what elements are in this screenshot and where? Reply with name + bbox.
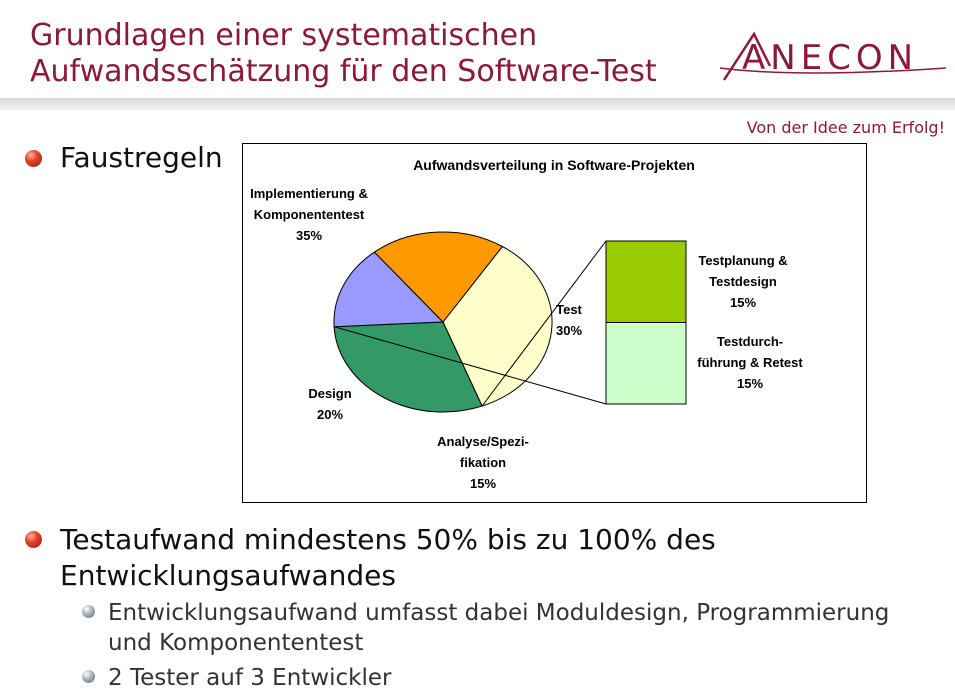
sub-bullet-1-line1: Entwicklungsaufwand umfasst dabei Moduld… (108, 600, 890, 626)
sub-bullet-1-line2: und Komponententest (108, 630, 364, 656)
bullet-testaufwand-line1: Testaufwand mindestens 50% bis zu 100% d… (60, 523, 716, 556)
slice-label-3: Analyse/Spezi-fikation 15% (437, 434, 529, 491)
breakdown-label-1: Testplanung & Testdesign 15% (698, 253, 787, 310)
connector-line-top (481, 240, 607, 407)
slice-label-1: Implementierung & Komponententest 35% (250, 186, 368, 243)
title-line-1: Grundlagen einer systematischen (30, 18, 538, 53)
breakdown-segment-1 (605, 240, 687, 323)
slice-label-2: Test 30% (556, 302, 583, 338)
bullet-testaufwand-line2: Entwicklungsaufwandes (60, 559, 396, 592)
chart-frame: Aufwandsverteilung in Software-Projekten… (242, 143, 867, 503)
pie-slice-3 (333, 251, 445, 328)
sub-bullet-icon (82, 670, 95, 683)
slice-label-4: Design 20% (308, 386, 351, 422)
header-divider (0, 98, 955, 110)
anecon-logo (719, 31, 947, 81)
sub-bullet-tester: 2 Tester auf 3 Entwickler (108, 665, 392, 691)
sub-bullet-entwicklungsaufwand: Entwicklungsaufwand umfasst dabei Moduld… (108, 598, 889, 658)
pie-slice-2 (333, 321, 483, 413)
pie-chart: Aufwandsverteilung in Software-Projekten… (250, 157, 803, 491)
breakdown-label-2: Testdurch-führung & Retest 15% (697, 334, 803, 391)
logo-text: ANECON (742, 38, 919, 78)
pie-slice-1 (442, 245, 553, 407)
chart-title: Aufwandsverteilung in Software-Projekten (413, 157, 695, 173)
bullet-dot-icon (25, 531, 42, 548)
slogan: Von der Idee zum Erfolg! (746, 118, 945, 137)
connector-line-bottom (333, 326, 607, 405)
bullet-dot-icon (25, 150, 42, 167)
breakdown-segment-2 (605, 322, 687, 405)
pie-slice-4 (373, 231, 504, 323)
title-line-2: Aufwandsschätzung für den Software-Test (30, 54, 657, 89)
slide-title: Grundlagen einer systematischen Aufwands… (30, 18, 657, 90)
sub-bullet-icon (82, 605, 95, 618)
bullet-testaufwand: Testaufwand mindestens 50% bis zu 100% d… (60, 522, 716, 594)
bullet-faustregeln: Faustregeln (60, 141, 223, 174)
